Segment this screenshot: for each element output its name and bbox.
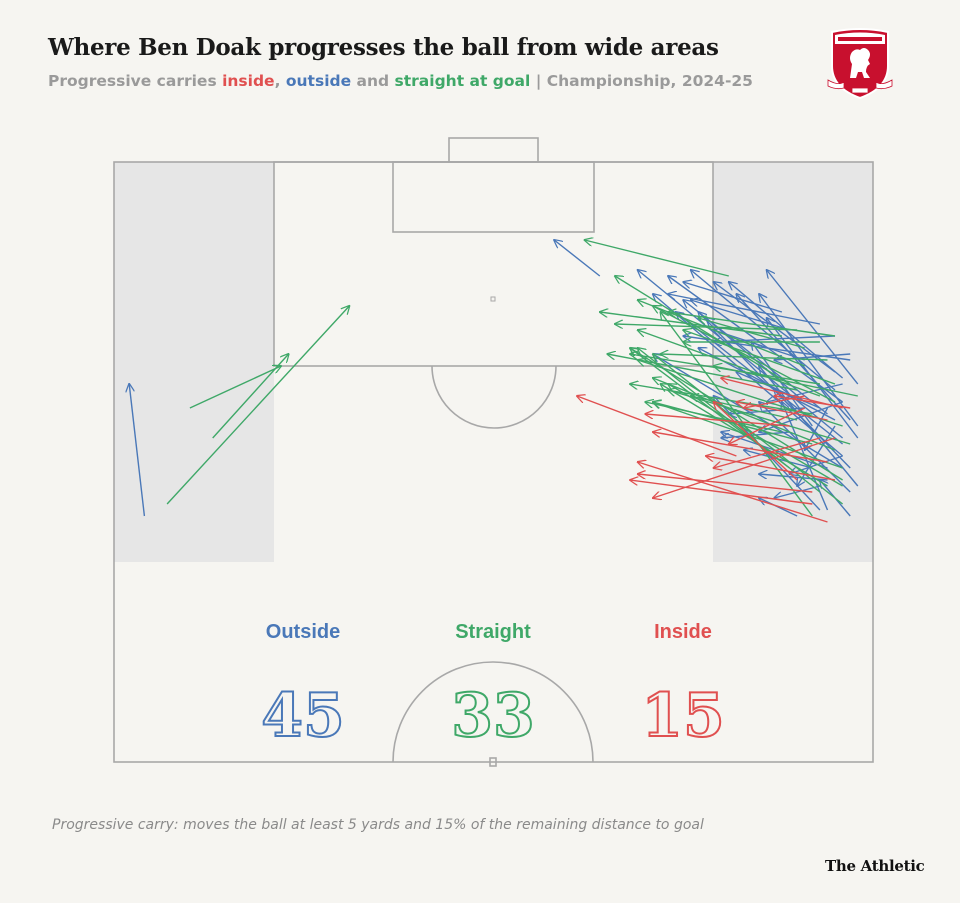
carry-arrow-straight [189,366,281,409]
chart-subtitle: Progressive carries inside, outside and … [48,72,753,90]
carry-arrow-inside [714,437,821,468]
carry-arrow-inside [577,396,737,457]
subtitle-prefix: Progressive carries [48,72,223,90]
subtitle-inside: inside [222,72,275,90]
subtitle-sep: , [274,72,286,90]
carry-arrow-inside [744,395,805,408]
carries-layer [129,240,859,523]
carry-arrow-straight [653,378,836,451]
carry-arrow-outside [691,300,790,331]
six-yard-box [392,161,595,233]
carry-arrow-inside [653,437,836,498]
outside-label: Outside [266,621,340,643]
carry-arrow-straight [600,312,782,337]
penalty-arc [431,365,557,429]
carry-arrow-outside [736,294,851,421]
carry-arrow-inside [645,414,790,427]
centre-circle [392,661,594,763]
carry-arrow-straight [653,402,813,445]
penalty-box [273,161,714,367]
carry-arrow-outside [797,425,836,486]
carry-arrow-straight [714,366,858,397]
carry-arrow-inside [630,480,813,505]
centre-spot [489,757,497,767]
carry-arrow-straight [661,384,828,487]
inside-count: 15 [641,681,725,751]
carry-arrow-outside [683,282,783,313]
carry-arrow-straight [166,306,349,505]
outside-count: 45 [261,681,345,751]
carry-arrow-straight [661,354,828,361]
carry-arrow-straight [585,240,729,277]
subtitle-straight: straight at goal [394,72,531,90]
carry-arrow-outside [676,312,844,445]
middlesbrough-crest-icon [827,28,893,100]
carry-arrow-outside [767,270,859,385]
footnote: Progressive carry: moves the ball at lea… [52,817,704,833]
subtitle-and: and [351,72,395,90]
carry-arrow-straight [615,324,798,331]
carry-arrow-inside [638,462,828,523]
carry-arrow-straight [638,360,843,427]
inside-label: Inside [654,621,712,643]
carry-arrow-straight [668,312,836,337]
carry-arrow-straight [698,318,805,349]
carry-arrow-outside [790,455,843,474]
carry-arrow-inside [706,456,836,481]
subtitle-suffix: | Championship, 2024-25 [530,72,753,90]
carry-arrow-inside [653,432,828,463]
subtitle-outside: outside [285,72,352,90]
wide-zone-left [114,162,274,562]
carry-arrow-inside [774,396,851,409]
pitch-markings [113,137,874,767]
goal [448,137,539,163]
penalty-spot [490,296,496,302]
carry-arrow-inside [714,402,798,481]
carry-arrow-straight [615,276,790,385]
brand-logo: The Athletic [825,857,925,875]
straight-label: Straight [455,621,531,643]
carry-arrow-outside [129,384,146,517]
carry-arrow-outside [668,276,844,403]
carry-arrow-straight [653,306,836,403]
carry-arrow-outside [554,240,601,277]
chart-title: Where Ben Doak progresses the ball from … [48,34,719,61]
carry-arrow-straight [661,312,813,517]
carry-arrow-inside [729,407,805,444]
carry-arrow-straight [668,384,843,487]
straight-count: 33 [451,681,535,751]
carry-arrow-outside [774,485,821,498]
carry-arrow-straight [638,330,821,397]
carry-arrow-inside [638,474,813,493]
